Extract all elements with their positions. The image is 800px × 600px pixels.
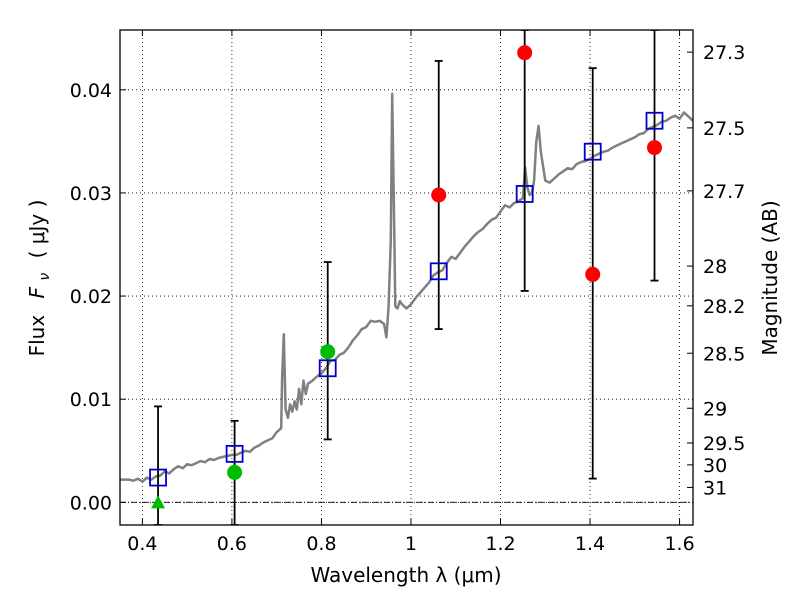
magnitude-tick-label: 29 [703, 398, 727, 420]
y-axis-title-group: Flux F ν ( μJy ) [25, 200, 54, 357]
model-point-square [515, 185, 534, 203]
y-axis-title-text: Flux [25, 315, 49, 357]
spectrum-series [120, 92, 693, 483]
y-tick-label: 0.04 [70, 80, 112, 102]
model-point-square [429, 262, 448, 281]
y-tick-label: 0.01 [70, 389, 112, 411]
x-tick-label: 1 [405, 533, 417, 555]
y-axis-title: Flux F ν ( μJy ) [25, 200, 54, 357]
model-point-square [318, 359, 337, 378]
green-triangle-marker [151, 495, 166, 509]
spectrum-line [120, 92, 693, 483]
magnitude-tick-label: 27.3 [703, 42, 745, 64]
y-tick-label: 0.03 [70, 183, 112, 205]
plot-frame [119, 29, 694, 526]
x-tick-label: 1.6 [664, 533, 694, 555]
y-axis-title-symbol: F [25, 286, 49, 298]
magnitude-tick-label: 27.7 [703, 181, 745, 203]
model-point-square [225, 444, 244, 463]
y-tick-label: 0.02 [70, 286, 112, 308]
magnitude-tick-label: 28.2 [703, 296, 745, 318]
model-point-square [149, 468, 167, 487]
magnitude-tick-label: 28.5 [703, 343, 745, 365]
green-point-marker [227, 464, 243, 480]
magnitude-tick-label: 27.5 [703, 118, 745, 140]
model-point-square [645, 111, 664, 130]
x-tick-label: 0.4 [127, 533, 157, 555]
y-axis-ticks: 0.00 0.01 0.02 0.03 0.04 [70, 80, 126, 514]
data-markers [149, 45, 664, 509]
detection-point-marker [517, 45, 533, 61]
magnitude-tick-label: 30 [703, 455, 727, 477]
magnitude-tick-label: 29.5 [703, 433, 745, 455]
x-tick-label: 0.8 [306, 533, 336, 555]
magnitude-tick-label: 28 [703, 256, 727, 278]
model-point-square [583, 142, 602, 161]
green-point-marker [320, 344, 336, 360]
x-axis-title: Wavelength λ (μm) [310, 563, 501, 587]
y-axis-title-units: ( μJy ) [25, 200, 49, 259]
magnitude-tick-label: 31 [703, 477, 727, 499]
x-axis-ticks: 0.4 0.6 0.8 1 1.2 1.4 1.6 [127, 30, 695, 555]
detection-point-marker [431, 187, 447, 203]
y2-axis-title: Magnitude (AB) [758, 200, 782, 355]
detection-point-marker [585, 266, 601, 282]
y-tick-label: 0.00 [70, 492, 112, 514]
detection-point-marker [647, 140, 663, 156]
grid-lines [120, 30, 693, 525]
x-tick-label: 1.4 [575, 533, 605, 555]
x-tick-label: 0.6 [217, 533, 247, 555]
x-tick-label: 1.2 [485, 533, 515, 555]
y-axis-title-subscript: ν [37, 273, 53, 281]
